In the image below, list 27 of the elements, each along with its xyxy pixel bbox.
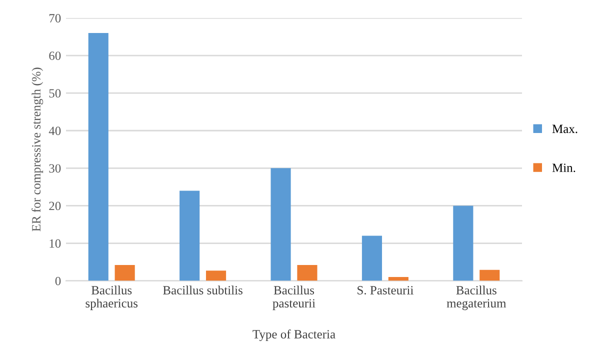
bar <box>114 265 135 281</box>
y-tick-label: 0 <box>55 276 61 286</box>
y-tick-label: 10 <box>50 239 61 248</box>
bar <box>88 33 108 281</box>
x-tick-label: Bacillus pasteurii <box>272 286 316 310</box>
y-tick-label: 50 <box>49 89 61 98</box>
x-tick-label: Bacillus subtilis <box>163 286 242 294</box>
legend-label: Min. <box>552 164 576 172</box>
bar <box>270 168 291 281</box>
legend-label: Max. <box>552 124 578 134</box>
bar <box>362 236 382 281</box>
x-axis-title: Type of Bacteria <box>252 330 336 342</box>
y-axis-title: ER for compressive strength (%) <box>32 68 44 232</box>
bar <box>388 277 408 281</box>
bar <box>180 190 200 281</box>
bar <box>297 265 318 281</box>
x-tick-label: Bacillus megaterium <box>446 286 506 310</box>
y-tick-label: 70 <box>49 14 61 22</box>
y-tick-label: 60 <box>49 52 61 60</box>
y-tick-label: 40 <box>48 126 61 136</box>
y-tick-label: 20 <box>49 202 61 210</box>
x-tick-label: S. Pasteurii <box>358 286 414 295</box>
bar <box>206 270 226 281</box>
bar <box>480 270 500 281</box>
y-tick-label: 30 <box>49 164 61 173</box>
x-tick-label: Bacillus sphaericus <box>86 286 138 310</box>
bar <box>453 206 474 281</box>
